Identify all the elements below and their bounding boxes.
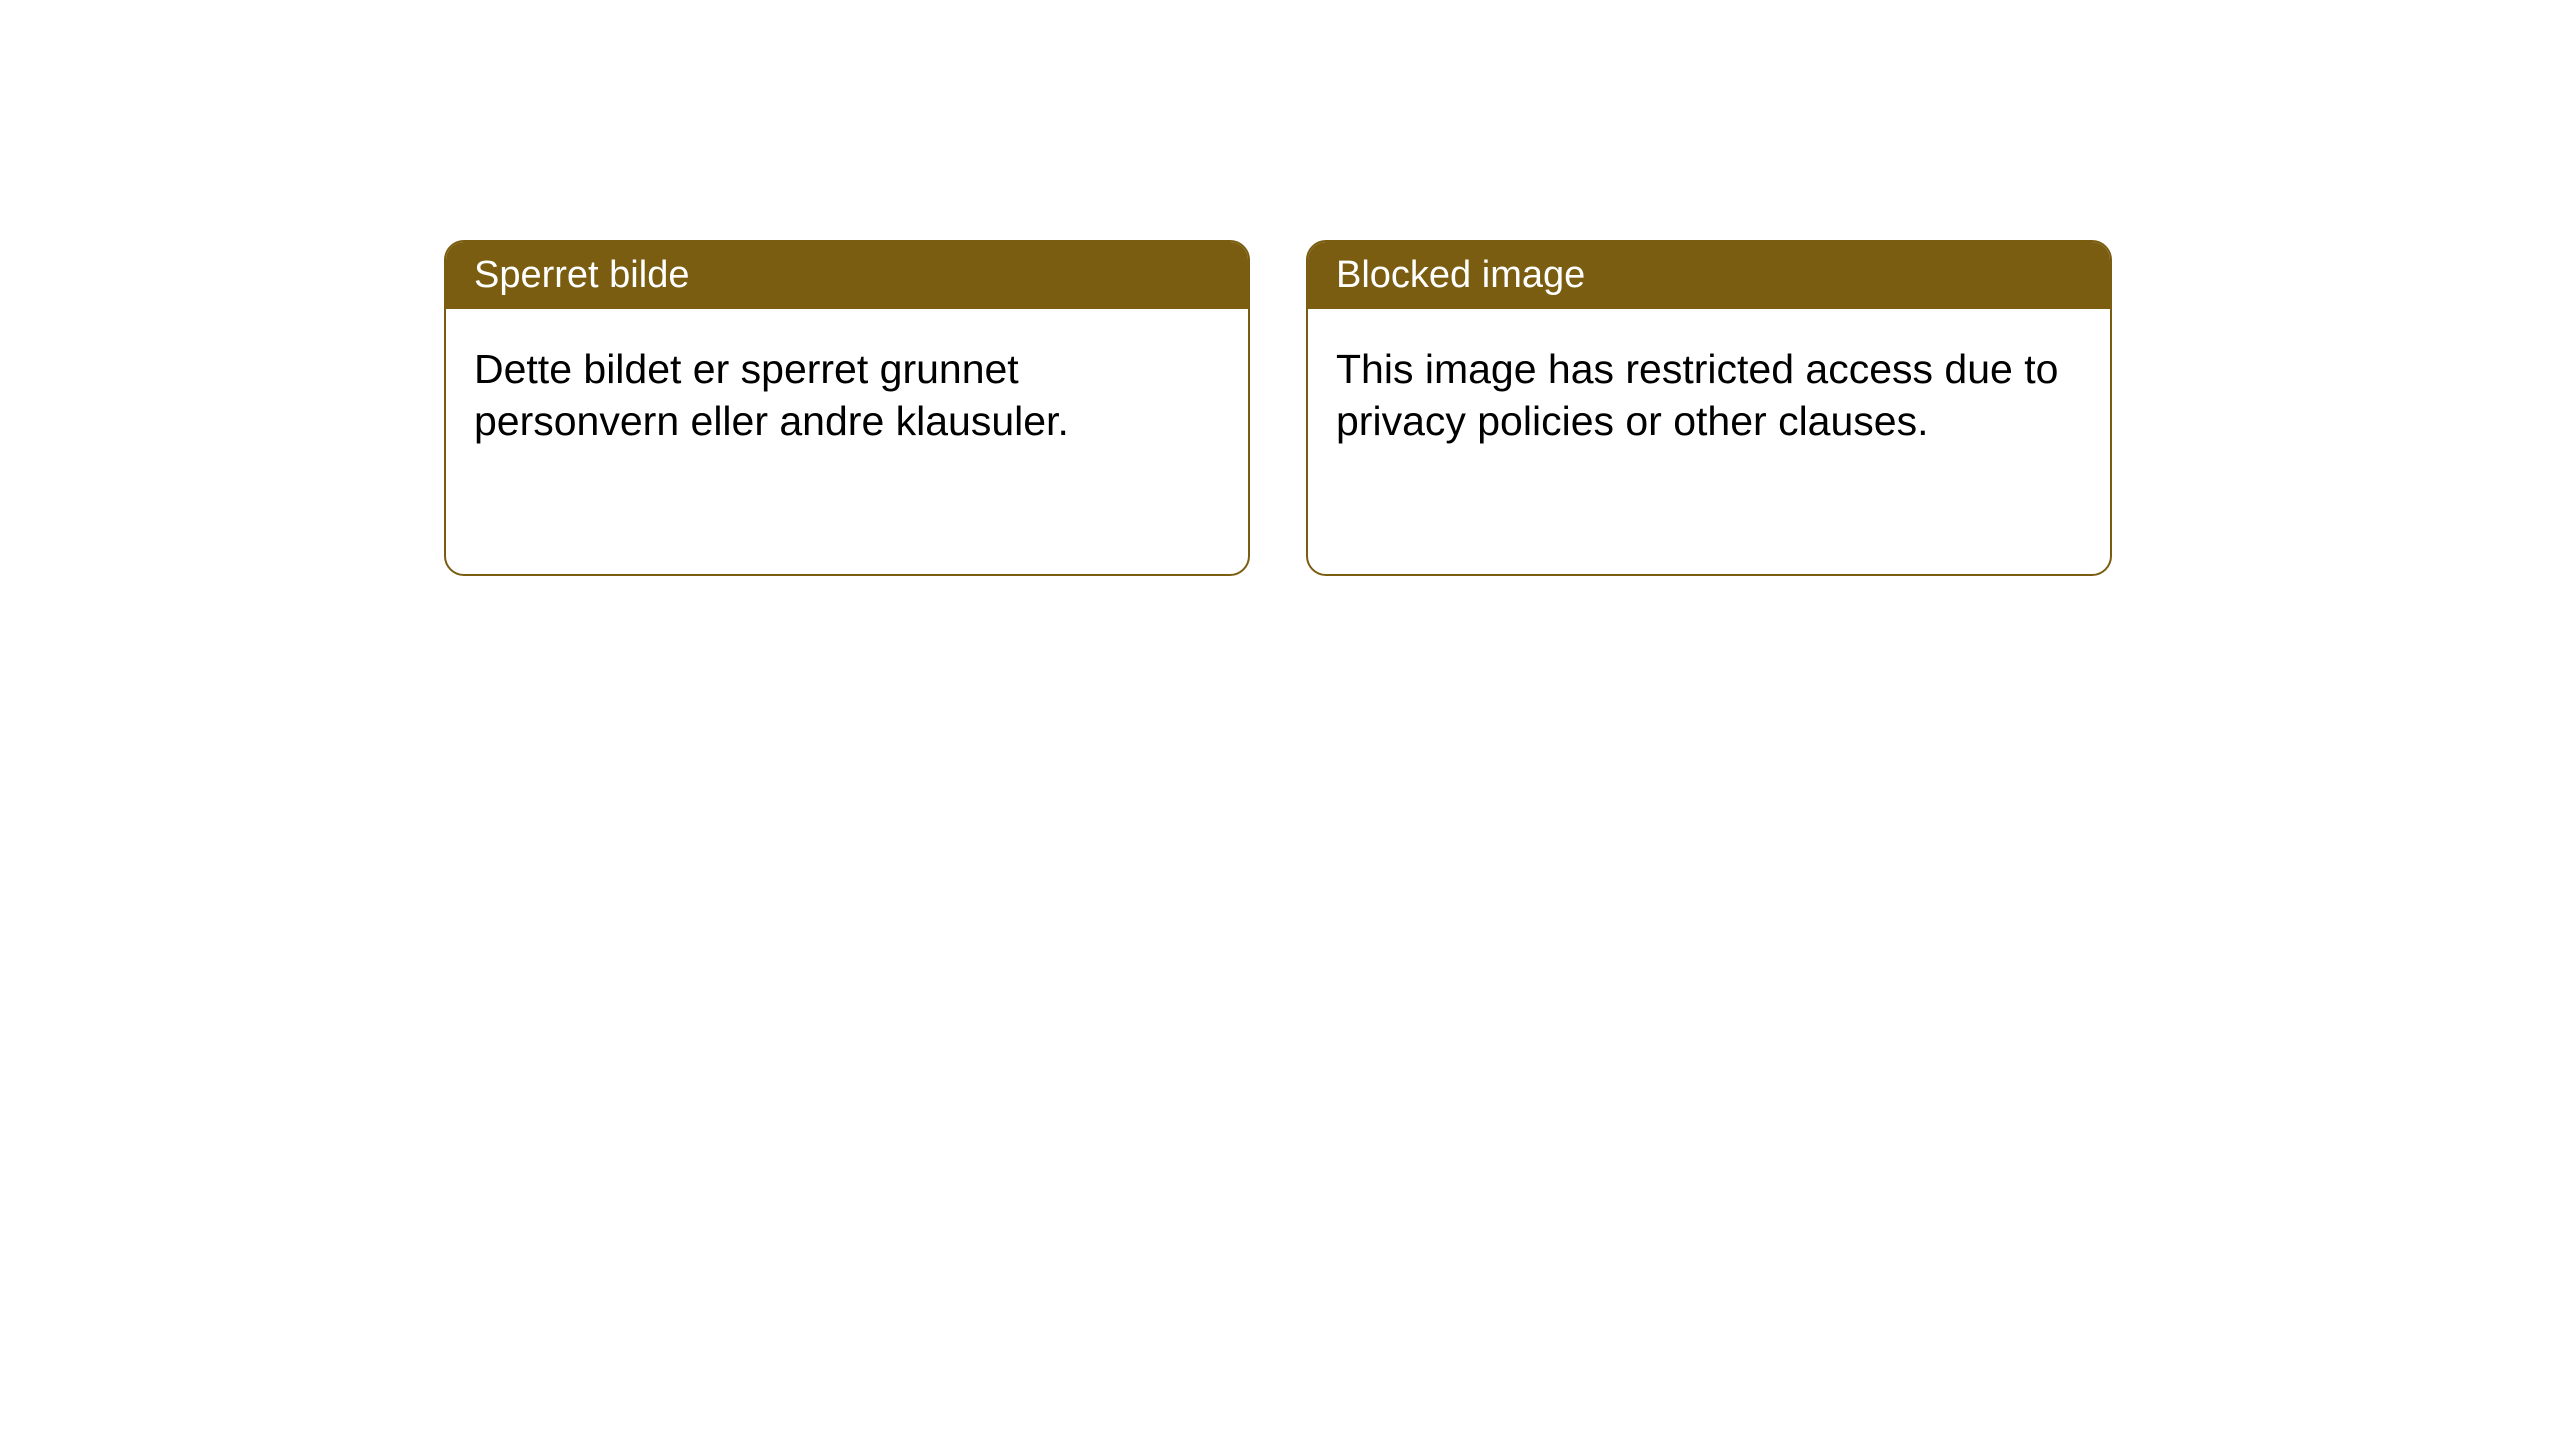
notice-cards-container: Sperret bilde Dette bildet er sperret gr… <box>0 0 2560 576</box>
card-header: Blocked image <box>1308 242 2110 309</box>
card-title: Sperret bilde <box>474 254 689 296</box>
card-title: Blocked image <box>1336 254 1585 296</box>
card-body: Dette bildet er sperret grunnet personve… <box>446 309 1248 482</box>
card-body: This image has restricted access due to … <box>1308 309 2110 482</box>
card-body-text: This image has restricted access due to … <box>1336 346 2058 444</box>
notice-card-norwegian: Sperret bilde Dette bildet er sperret gr… <box>444 240 1250 576</box>
card-header: Sperret bilde <box>446 242 1248 309</box>
notice-card-english: Blocked image This image has restricted … <box>1306 240 2112 576</box>
card-body-text: Dette bildet er sperret grunnet personve… <box>474 346 1069 444</box>
